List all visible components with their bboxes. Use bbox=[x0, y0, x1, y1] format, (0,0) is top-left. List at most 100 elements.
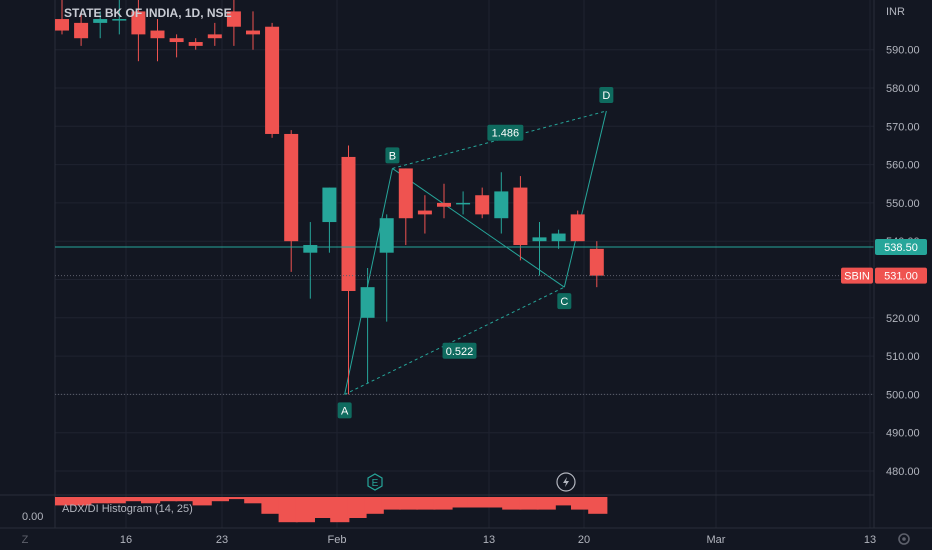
time-tick-label: Feb bbox=[328, 534, 347, 546]
last-price-pill-bg bbox=[875, 238, 927, 255]
candle-body bbox=[398, 168, 413, 219]
last-price-pill: 538.50 bbox=[875, 238, 927, 255]
timezone-z-label[interactable]: Z bbox=[22, 534, 29, 546]
histogram-bar bbox=[450, 497, 470, 508]
symbol-price-pill: 531.00 bbox=[875, 267, 927, 284]
time-axis-ticks: 16 23 Feb 13 20 Mar 13 bbox=[120, 534, 876, 546]
candle-body bbox=[532, 237, 547, 242]
candle bbox=[360, 268, 375, 383]
candle bbox=[322, 187, 337, 253]
time-tick-label: 13 bbox=[864, 534, 876, 546]
settings-gear-icon[interactable] bbox=[898, 533, 910, 545]
histogram-bar bbox=[89, 497, 109, 504]
price-tick-label: 590.00 bbox=[886, 45, 920, 57]
price-tick-label: 510.00 bbox=[886, 351, 920, 363]
histogram-bar bbox=[364, 497, 384, 514]
histogram-bar bbox=[175, 497, 195, 502]
adx-histogram-pane bbox=[0, 494, 874, 523]
histogram-bar bbox=[227, 497, 247, 500]
candle-body bbox=[437, 202, 451, 207]
histogram-bar bbox=[72, 497, 92, 506]
candle-body bbox=[131, 11, 146, 35]
candle-body bbox=[322, 187, 337, 223]
histogram-bar bbox=[536, 497, 556, 510]
symbol-tag-bg bbox=[841, 267, 873, 284]
histogram-bar bbox=[141, 497, 161, 504]
candle-body bbox=[360, 287, 375, 318]
price-lines bbox=[55, 246, 874, 395]
histogram-bar bbox=[106, 497, 126, 504]
candle bbox=[437, 183, 451, 219]
candle-body bbox=[112, 19, 127, 21]
symbol-title[interactable]: STATE BK OF INDIA, 1D, NSE bbox=[64, 6, 232, 20]
histogram-bar bbox=[588, 497, 608, 514]
histogram-bar bbox=[553, 497, 573, 506]
price-tick-label: 580.00 bbox=[886, 83, 920, 95]
candle bbox=[150, 19, 165, 62]
histogram-bar bbox=[467, 497, 487, 508]
candlestick-series bbox=[55, 0, 604, 395]
pattern-point-c-text: C bbox=[560, 296, 568, 308]
candle bbox=[226, 0, 241, 46]
symbol-price-pill-text: 531.00 bbox=[884, 271, 918, 283]
candle bbox=[265, 22, 280, 138]
candle bbox=[379, 214, 394, 322]
pattern-ratio-bd-label-bg bbox=[487, 124, 524, 141]
candle bbox=[398, 168, 413, 246]
price-scale-bg[interactable] bbox=[874, 0, 932, 528]
histogram-bar bbox=[261, 497, 281, 514]
candle bbox=[55, 0, 69, 35]
candle bbox=[494, 172, 509, 234]
price-tick-label: 500.00 bbox=[886, 389, 920, 401]
price-pills: 538.50 531.00 SBIN bbox=[841, 238, 927, 284]
histogram-bar bbox=[381, 497, 401, 510]
candle-body bbox=[456, 202, 471, 205]
candle-body bbox=[74, 22, 89, 39]
pattern-point-d-text: D bbox=[602, 90, 610, 102]
lightning-icon[interactable] bbox=[556, 472, 576, 492]
pattern-ratio-ac-label-bg bbox=[442, 342, 477, 359]
symbol-tag-text: SBIN bbox=[844, 271, 870, 283]
histogram-bar bbox=[55, 497, 75, 506]
pattern-point-a-bg bbox=[337, 402, 352, 419]
pattern-ratio-ac-label-text: 0.522 bbox=[446, 346, 474, 358]
histogram-bar bbox=[571, 497, 591, 510]
price-tick-label: 490.00 bbox=[886, 428, 920, 440]
pattern-leg-ab bbox=[344, 168, 393, 395]
pattern-ratio-ac bbox=[344, 286, 565, 395]
candle bbox=[169, 34, 184, 58]
time-tick-label: 20 bbox=[578, 534, 590, 546]
histogram-bar bbox=[313, 497, 333, 518]
time-axis-bg[interactable] bbox=[0, 528, 932, 550]
time-tick-label: 13 bbox=[483, 534, 495, 546]
candle-body bbox=[265, 26, 280, 134]
candle-body bbox=[246, 30, 260, 35]
xabcd-pattern-labels: A B C D 0.522 1.486 bbox=[337, 86, 614, 419]
candle bbox=[74, 11, 89, 46]
histogram-bar bbox=[416, 497, 436, 510]
candle bbox=[284, 130, 299, 272]
pattern-leg-bc bbox=[392, 168, 565, 288]
candle-body bbox=[494, 191, 509, 219]
candle-body bbox=[188, 42, 203, 46]
candle-body bbox=[55, 19, 69, 31]
candle bbox=[93, 11, 108, 39]
histogram-bar bbox=[209, 497, 229, 502]
grid-lines bbox=[54, 0, 874, 528]
symbol-tag: SBIN bbox=[841, 267, 873, 284]
histogram-bar bbox=[330, 497, 350, 523]
price-tick-label: 480.00 bbox=[886, 466, 920, 478]
svg-text:E: E bbox=[372, 478, 379, 489]
candle bbox=[551, 229, 566, 249]
candle bbox=[188, 38, 203, 50]
time-tick-label: 23 bbox=[216, 534, 228, 546]
price-tick-label: 550.00 bbox=[886, 198, 920, 210]
candle-body bbox=[341, 156, 356, 291]
candle bbox=[246, 11, 260, 50]
earnings-icon[interactable]: E bbox=[367, 473, 383, 491]
candle bbox=[112, 0, 127, 35]
symbol-price-pill-bg bbox=[875, 267, 927, 284]
pattern-ratio-bd-label-text: 1.486 bbox=[492, 128, 520, 140]
indicator-label[interactable]: ADX/DI Histogram (14, 25) bbox=[62, 503, 193, 515]
